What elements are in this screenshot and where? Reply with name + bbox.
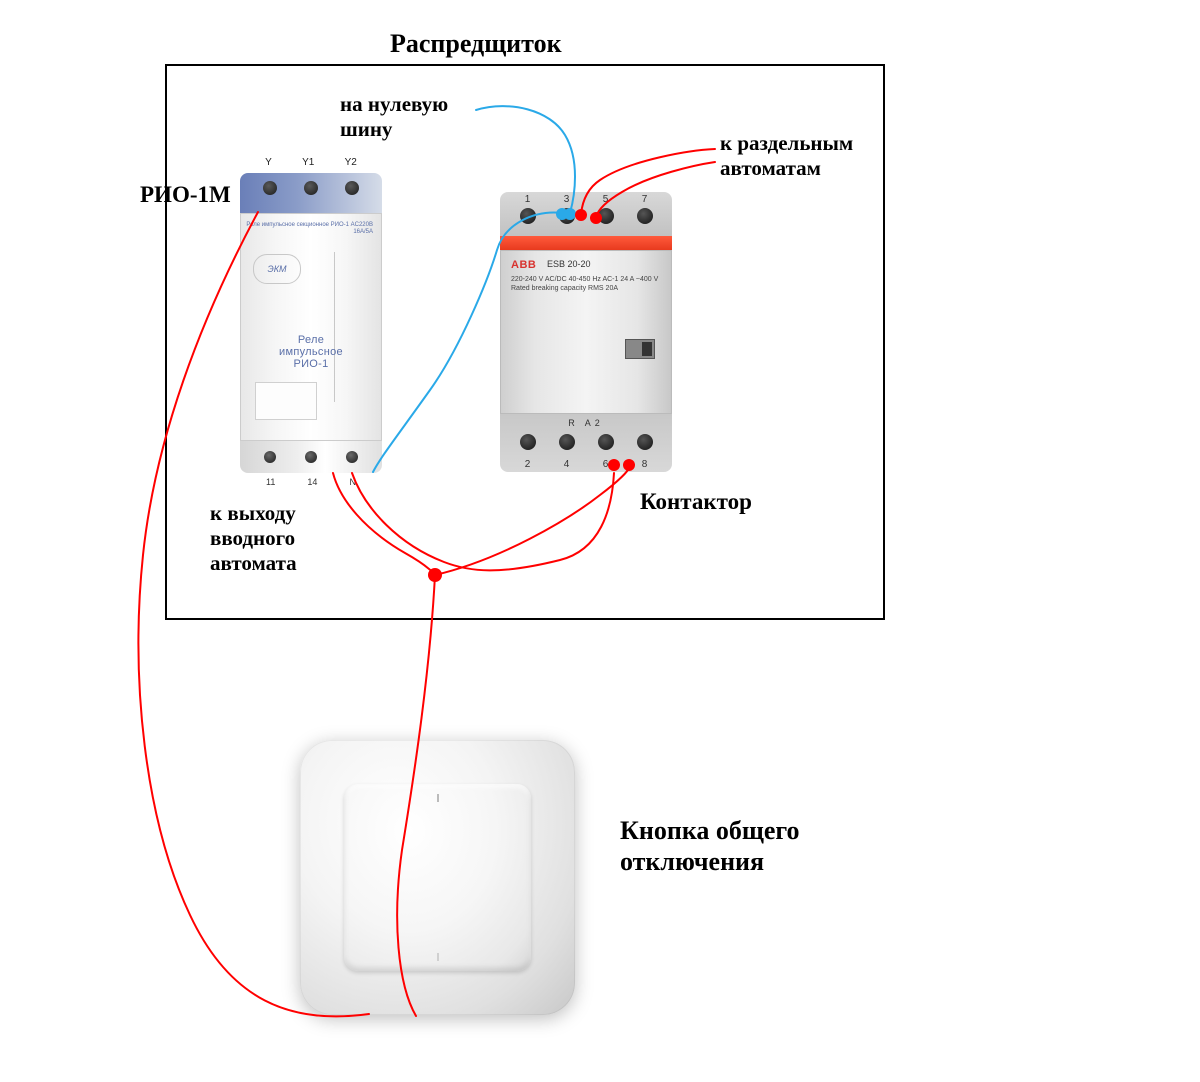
contactor-toggle-icon (625, 339, 655, 359)
contactor-terminal-5 (598, 208, 614, 224)
relay-body: Реле импульсное секционное РИО-1 AC220В … (240, 213, 382, 441)
relay-brand-badge: ЭКМ (253, 254, 301, 284)
to-input-breaker-label: к выходу вводного автомата (210, 501, 297, 577)
contactor-bot-letters: R A2 (500, 418, 672, 428)
relay-terminal-y1 (304, 181, 318, 195)
contactor-bot-nums: 2 4 6 8 (500, 459, 672, 470)
contactor-specs: 220-240 V AC/DC 40-450 Hz AC-1 24 A ~400… (511, 275, 671, 294)
contactor-terminal-3 (559, 208, 575, 224)
switch-rocker[interactable] (344, 784, 531, 971)
contactor-terminal-6 (598, 434, 614, 450)
contactor-device: 1 3 5 7 ABB ESB 20-20 220-240 V AC/DC 40… (500, 192, 672, 472)
relay-terminal-n (346, 451, 358, 463)
relay-desc-small: Реле импульсное секционное РИО-1 AC220В … (241, 222, 373, 235)
neutral-bus-label: на нулевую шину (340, 92, 448, 142)
relay-terminal-y (263, 181, 277, 195)
contactor-model: ESB 20-20 (547, 259, 591, 269)
relay-title-text: Реле импульсное РИО-1 (241, 334, 381, 370)
master-off-switch[interactable] (300, 740, 575, 1015)
to-breakers-label: к раздельным автоматам (720, 131, 853, 181)
contactor-red-stripe (500, 236, 672, 250)
contactor-terminal-8 (637, 434, 653, 450)
contactor-terminal-7 (637, 208, 653, 224)
contactor-bottom-terminal-block: R A2 2 4 6 8 (500, 414, 672, 472)
contactor-terminal-1 (520, 208, 536, 224)
relay-bottom-terminal-block: 11 14 N (240, 441, 382, 473)
contactor-terminal-4 (559, 434, 575, 450)
relay-top-terminal-block: Y Y1 Y2 (240, 173, 382, 213)
contactor-name-label: Контактор (640, 488, 752, 516)
relay-top-terminal-labels: Y Y1 Y2 (240, 157, 382, 168)
relay-terminal-y2 (345, 181, 359, 195)
relay-bottom-terminal-labels: 11 14 N (240, 477, 382, 487)
relay-device: Y Y1 Y2 Реле импульсное секционное РИО-1… (240, 173, 382, 473)
title-label: Распредщиток (390, 28, 562, 59)
contactor-brand: ABB (511, 259, 536, 271)
switch-label: Кнопка общего отключения (620, 815, 800, 877)
contactor-terminal-2 (520, 434, 536, 450)
contactor-top-terminal-block: 1 3 5 7 (500, 192, 672, 236)
relay-terminal-14 (305, 451, 317, 463)
relay-name-label: РИО-1М (140, 181, 231, 209)
contactor-top-nums: 1 3 5 7 (500, 194, 672, 205)
relay-indicator-window (255, 382, 317, 420)
relay-terminal-11 (264, 451, 276, 463)
contactor-body: ABB ESB 20-20 220-240 V AC/DC 40-450 Hz … (500, 250, 672, 414)
relay-schematic-icon (334, 252, 371, 402)
